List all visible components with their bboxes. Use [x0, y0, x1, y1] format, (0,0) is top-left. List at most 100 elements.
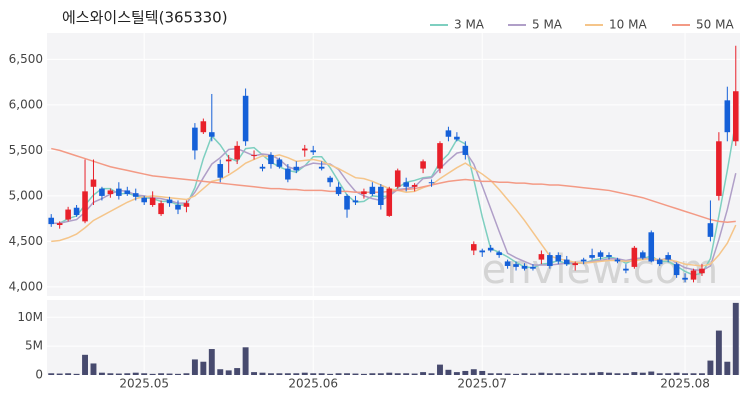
- volume-bar: [149, 373, 156, 375]
- volume-bar: [487, 373, 494, 375]
- y-tick-label: 5,000: [9, 188, 43, 202]
- candle-body: [614, 259, 621, 262]
- candle-body: [301, 148, 308, 151]
- volume-bar: [529, 373, 536, 375]
- candle-body: [648, 232, 655, 262]
- volume-bar: [234, 368, 241, 375]
- volume-bar: [141, 373, 148, 375]
- candle-body: [547, 255, 553, 266]
- y-tick-label: 4,500: [9, 234, 43, 248]
- candle-body: [183, 203, 190, 207]
- volume-bar: [614, 373, 621, 375]
- candle-body: [166, 199, 173, 204]
- candle-body: [369, 186, 376, 195]
- candle-body: [707, 223, 714, 237]
- chart-title: 에스와이스틸텍(365330): [62, 9, 228, 27]
- volume-bar: [208, 349, 215, 375]
- y-tick-label: 5,500: [9, 143, 43, 157]
- volume-bar: [344, 373, 350, 375]
- candle-body: [234, 145, 240, 160]
- volume-bar: [56, 373, 63, 375]
- candle-body: [116, 188, 122, 196]
- volume-bar: [369, 373, 376, 375]
- volume-bar: [301, 372, 308, 375]
- candle-body: [724, 100, 731, 133]
- legend-label: 3 MA: [454, 18, 485, 32]
- candle-body: [217, 164, 224, 178]
- volume-tick-label: 10M: [17, 310, 43, 324]
- candle-body: [428, 182, 435, 184]
- volume-bar: [191, 359, 198, 375]
- ma-line: [51, 147, 737, 272]
- candle-body: [149, 197, 156, 205]
- volume-bar: [293, 373, 300, 375]
- candle-body: [378, 186, 384, 205]
- candle-body: [530, 266, 536, 269]
- candle-body: [251, 154, 257, 156]
- volume-bar: [428, 373, 435, 375]
- candle-body: [276, 159, 283, 167]
- candle-body: [597, 252, 604, 257]
- candle-body: [209, 132, 215, 137]
- volume-bar: [310, 373, 317, 375]
- volume-bar: [665, 373, 672, 375]
- volume-bar: [48, 373, 55, 375]
- candle-body: [352, 200, 359, 203]
- volume-tick-label: 5M: [25, 339, 43, 353]
- volume-panel: [47, 300, 740, 375]
- candle-body: [318, 166, 325, 169]
- candle-body: [82, 191, 88, 222]
- volume-bar: [538, 372, 545, 375]
- candle-body: [640, 252, 646, 258]
- candle-body: [538, 254, 545, 260]
- candle-body: [699, 268, 705, 274]
- candle-body: [631, 247, 638, 267]
- volume-bar: [90, 363, 97, 375]
- volume-bar: [65, 373, 72, 375]
- candle-body: [99, 188, 105, 196]
- volume-bar: [242, 347, 249, 375]
- candle-body: [132, 193, 139, 197]
- volume-bar: [166, 373, 173, 375]
- candle-body: [394, 170, 401, 187]
- volume-bar: [377, 373, 384, 375]
- ma-line: [51, 154, 737, 267]
- volume-bar: [394, 373, 401, 375]
- volume-bar: [411, 373, 418, 375]
- volume-bar: [276, 373, 283, 375]
- volume-bar: [251, 372, 258, 375]
- candle-body: [141, 197, 147, 203]
- volume-bar: [132, 372, 139, 375]
- volume-bar: [335, 373, 342, 375]
- candle-body: [445, 130, 452, 137]
- volume-bar: [175, 373, 181, 375]
- volume-bar: [420, 372, 427, 375]
- candle-body: [242, 95, 249, 142]
- price-panel: [47, 33, 740, 296]
- volume-bar: [158, 373, 165, 375]
- candle-body: [589, 255, 595, 258]
- volume-bar: [73, 373, 80, 375]
- volume-tick-label: 0: [35, 368, 43, 382]
- volume-bar: [580, 373, 587, 375]
- volume-bar: [682, 373, 689, 375]
- volume-bar: [98, 372, 105, 375]
- candle-body: [682, 277, 688, 280]
- candle-body: [513, 264, 519, 267]
- volume-bar: [572, 373, 579, 375]
- legend-label: 10 MA: [609, 18, 647, 32]
- candle-body: [65, 209, 71, 220]
- candle-body: [521, 265, 528, 269]
- volume-bar: [82, 354, 88, 375]
- candle-body: [732, 91, 739, 142]
- volume-bar: [200, 361, 207, 375]
- candle-body: [48, 217, 55, 225]
- volume-bar: [284, 373, 291, 375]
- volume-bar: [453, 372, 460, 375]
- volume-bar: [597, 372, 604, 375]
- volume-bar: [352, 373, 359, 375]
- volume-bar: [724, 361, 731, 375]
- candle-body: [268, 154, 274, 165]
- y-tick-label: 6,500: [9, 52, 43, 66]
